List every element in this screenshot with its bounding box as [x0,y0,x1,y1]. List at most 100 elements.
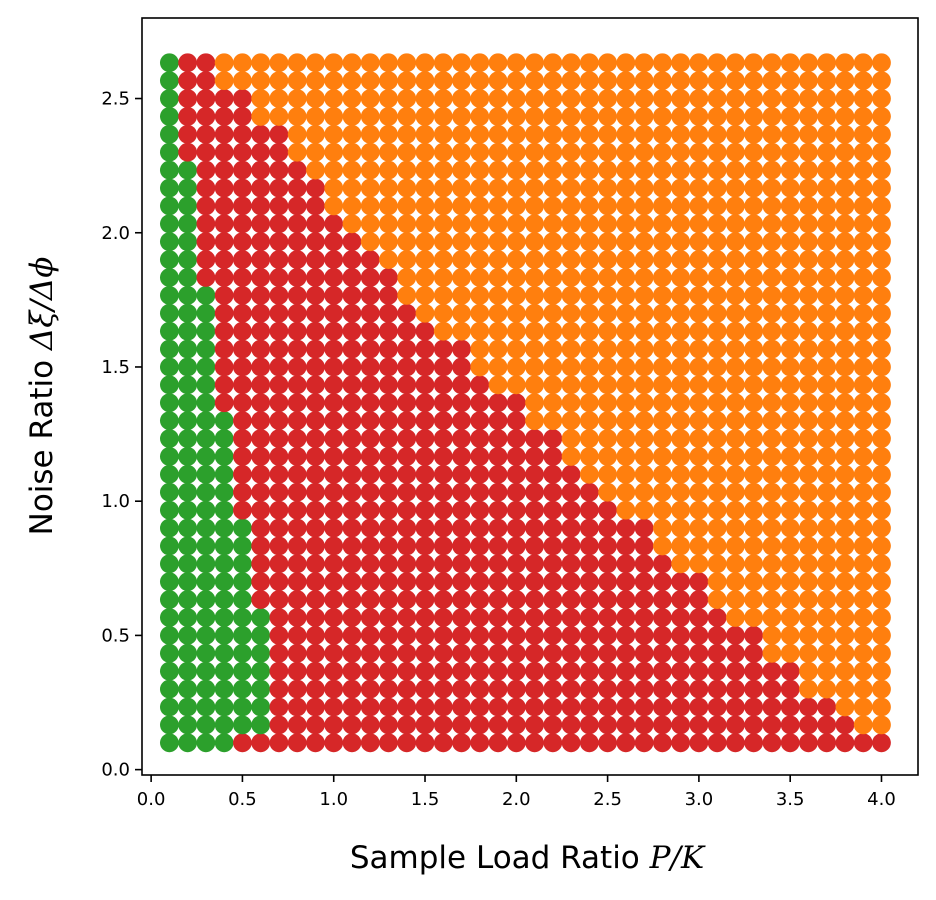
point-orange [579,411,599,431]
point-orange [634,285,654,305]
point-orange [671,303,691,323]
point-green [159,643,179,663]
point-orange [452,124,471,144]
point-red [506,643,526,663]
point-orange [488,375,508,395]
point-red [269,124,289,144]
point-orange [379,124,398,144]
point-orange [853,321,873,341]
point-orange [506,196,526,216]
point-red [306,178,325,198]
point-red [579,518,599,538]
point-orange [726,178,745,198]
point-orange [689,178,709,198]
point-orange [872,196,891,216]
point-green [159,196,179,216]
point-red [452,393,471,413]
point-orange [671,160,691,180]
point-red [360,447,380,466]
point-orange [433,214,453,234]
point-orange [652,268,672,287]
x-tick-label: 3.5 [776,789,805,810]
point-orange [415,89,435,108]
point-red [233,733,252,753]
point-red [269,160,289,180]
point-orange [561,393,581,413]
point-green [196,321,216,341]
point-green [251,626,271,645]
point-orange [506,357,526,377]
point-orange [616,178,636,198]
point-red [196,196,216,216]
point-red [306,232,325,252]
point-orange [598,429,617,448]
point-orange [853,268,873,287]
point-orange [634,268,654,287]
point-red [744,715,764,735]
point-orange [762,250,782,269]
point-red [251,285,271,305]
point-orange [707,268,727,287]
x-tick-label: 2.0 [502,789,531,810]
point-orange [488,142,508,162]
point-orange [561,142,581,162]
point-orange [616,375,636,395]
point-green [159,124,179,144]
point-orange [470,285,490,305]
point-orange [433,232,453,252]
point-red [470,464,490,484]
point-orange [799,89,818,108]
point-red [397,661,417,681]
point-orange [616,142,636,162]
point-orange [652,285,672,305]
point-orange [707,464,727,484]
point-red [634,679,654,699]
point-green [178,160,198,180]
point-red [543,679,563,699]
point-red [470,536,490,556]
point-red [360,285,380,305]
point-orange [762,303,782,323]
point-green [233,590,252,610]
point-red [324,500,344,520]
point-orange [579,142,599,162]
point-orange [853,303,873,323]
point-orange [853,142,873,162]
y-axis-label: Noise Ratio Δξ/Δϕ [24,257,60,536]
point-green [214,679,234,699]
point-green [196,303,216,323]
point-red [762,661,782,681]
point-red [525,643,544,663]
point-orange [397,71,417,91]
point-orange [415,303,435,323]
point-orange [433,124,453,144]
point-orange [342,107,362,126]
point-red [233,500,252,520]
point-orange [780,321,800,341]
point-orange [799,572,818,592]
point-red [689,590,709,610]
point-red [397,321,417,341]
point-orange [598,250,617,269]
point-red [415,393,435,413]
point-red [214,375,234,395]
point-orange [817,214,837,234]
point-orange [324,160,344,180]
point-orange [488,339,508,359]
point-orange [488,53,508,73]
point-red [178,124,198,144]
x-axis-ticks: 0.0 0.5 1.0 1.5 2.0 2.5 3.0 3.5 4.0 [137,775,896,810]
point-orange [817,53,837,73]
point-orange [543,89,563,108]
point-orange [470,250,490,269]
point-orange [835,214,855,234]
point-orange [488,124,508,144]
point-orange [762,321,782,341]
point-orange [561,196,581,216]
point-orange [634,321,654,341]
point-green [178,196,198,216]
point-orange [835,71,855,91]
point-orange [707,590,727,610]
point-red [379,626,398,645]
point-green [214,590,234,610]
